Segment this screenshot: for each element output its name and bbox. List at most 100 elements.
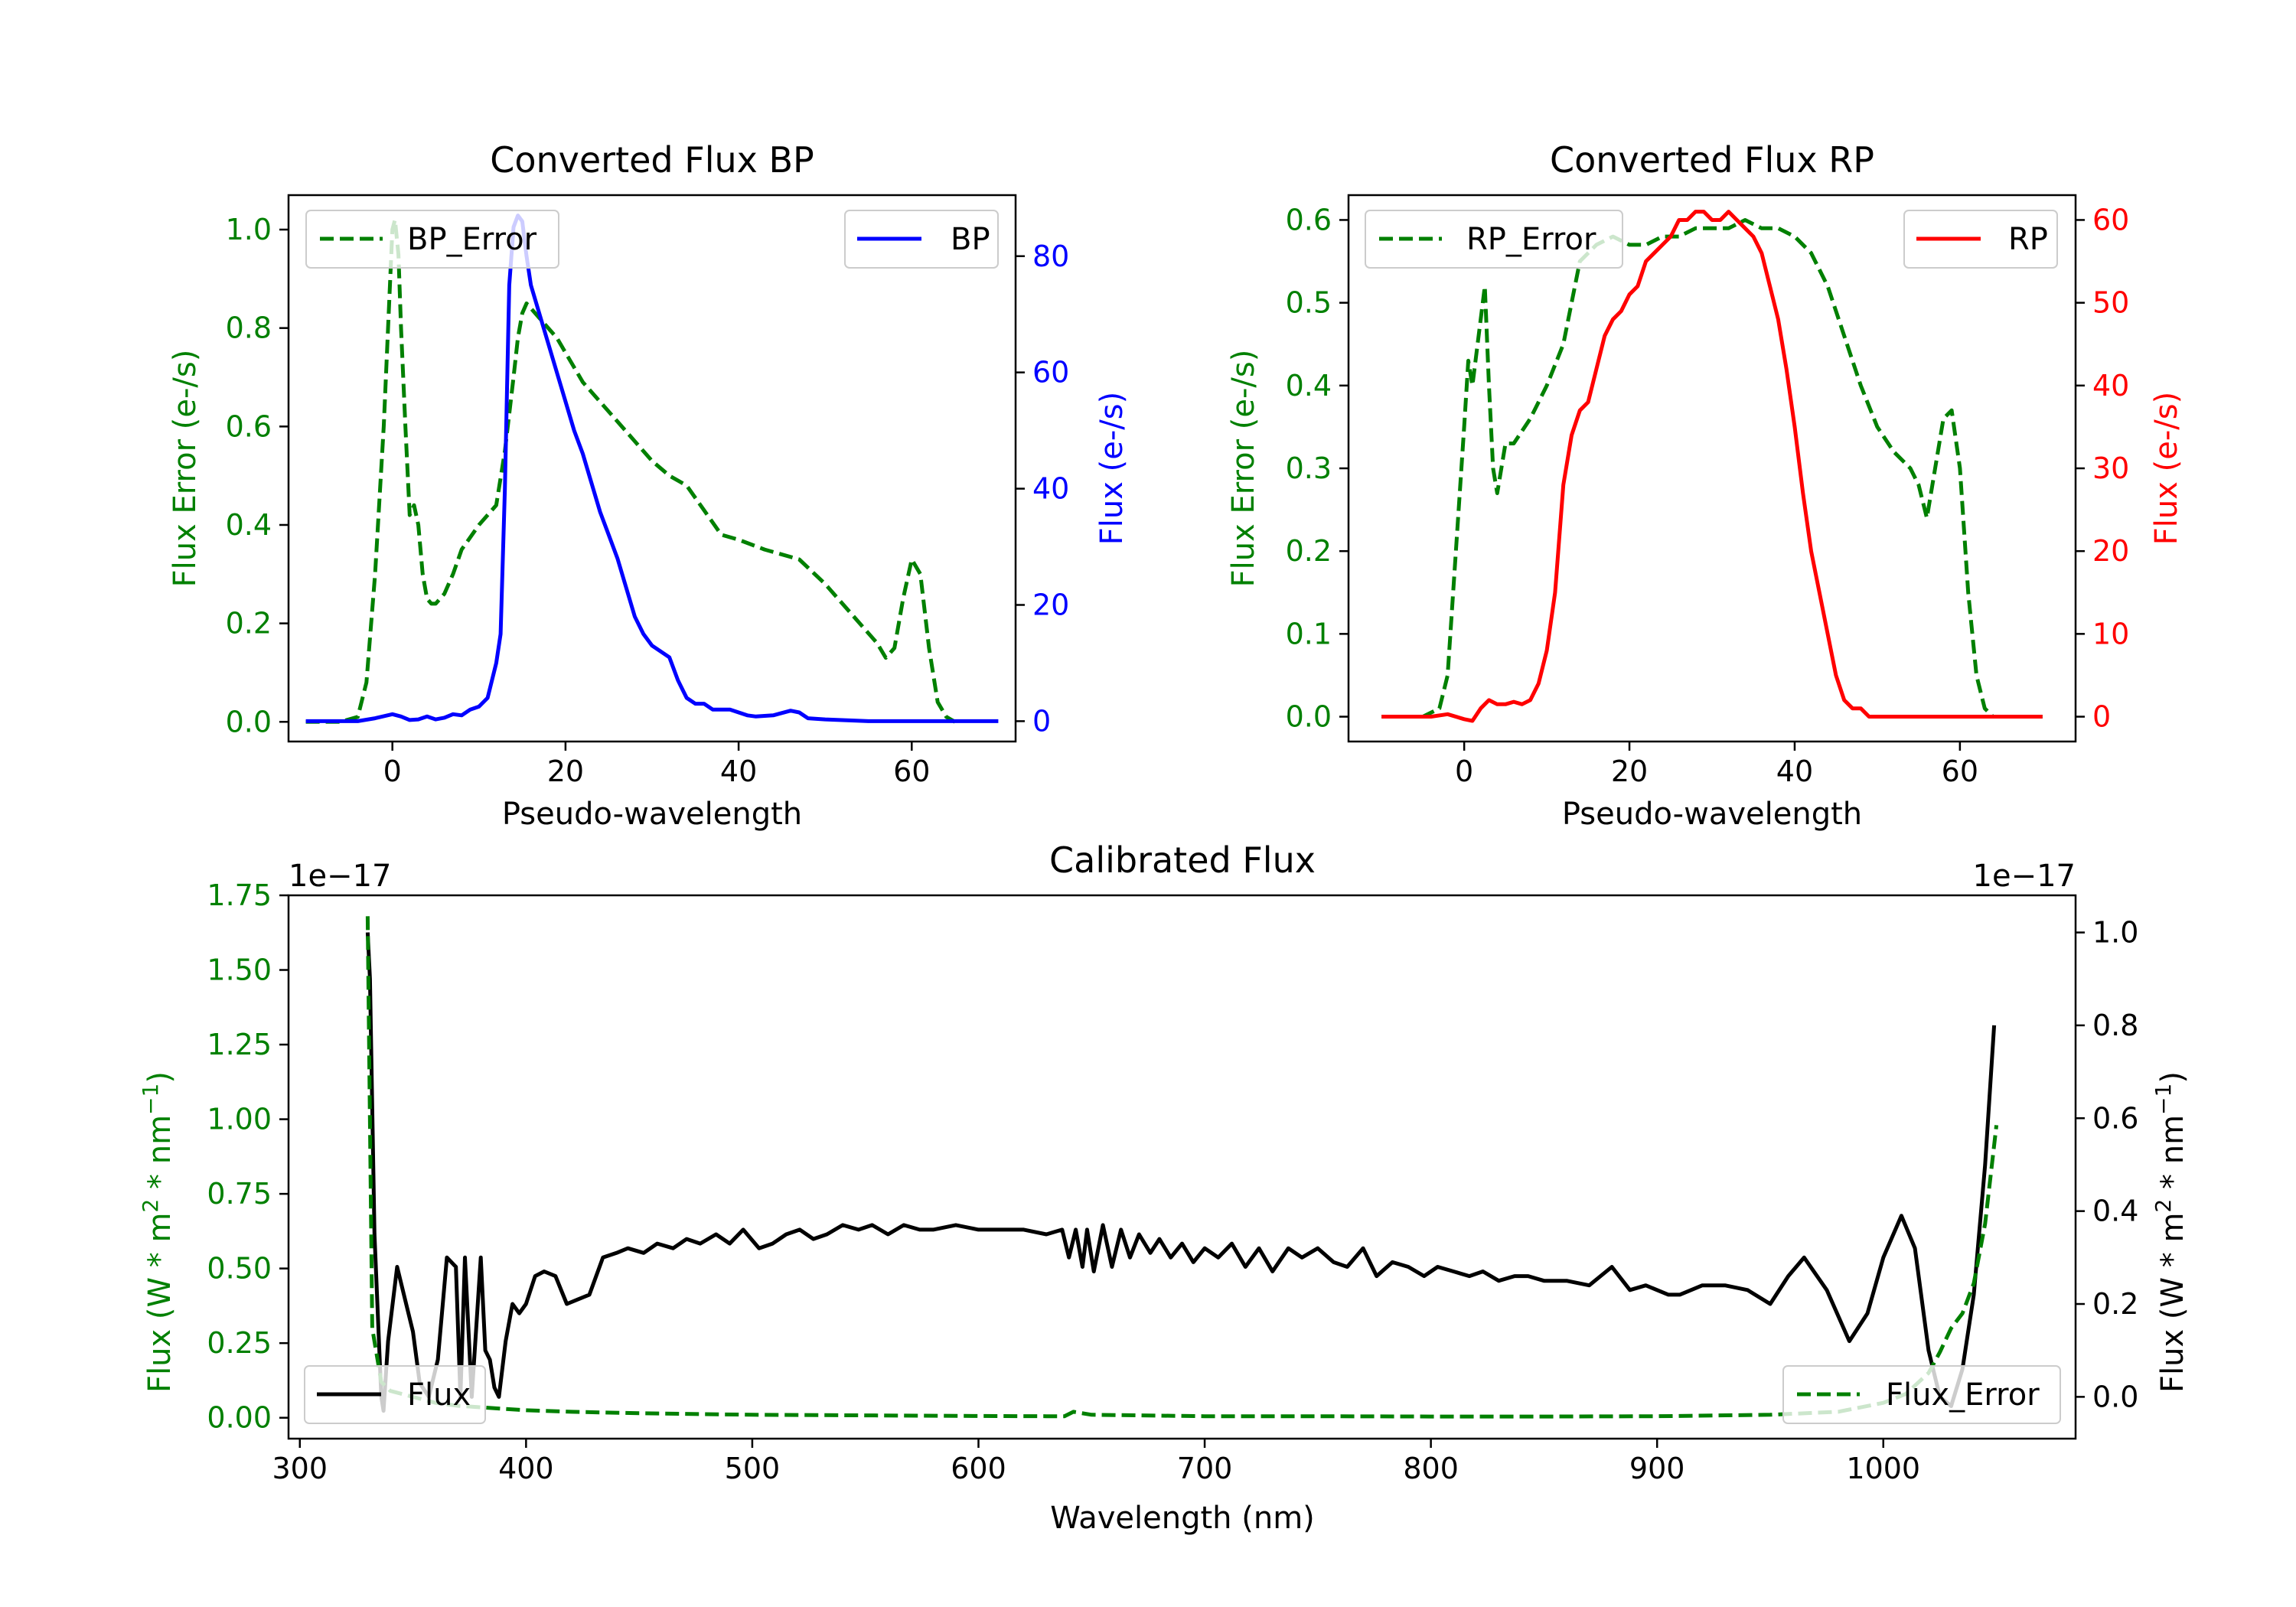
calibrated-ylabel-left-c: ) — [142, 1071, 178, 1084]
calibrated-legend-left-label: Flux — [407, 1377, 471, 1413]
calibrated-ytick-left-label: 0.75 — [207, 1177, 272, 1211]
calibrated-ytick-right-label: 0.4 — [2092, 1195, 2138, 1228]
calibrated-ytick-left-label: 1.00 — [207, 1103, 272, 1136]
bp-legend-right: BP — [844, 210, 999, 269]
bp-ytick-left-label: 0.6 — [226, 409, 272, 443]
calibrated-legend-left: Flux — [304, 1365, 486, 1424]
rp-ytick-left-label: 0.1 — [1286, 617, 1332, 650]
bp-xtick-label: 60 — [893, 755, 930, 788]
rp-xtick-label: 40 — [1776, 755, 1813, 788]
calibrated-xtick-label: 300 — [272, 1452, 328, 1485]
calibrated-ylabel-right: Flux (W * m2 * nm−1) — [2151, 1071, 2191, 1393]
calibrated-legend-right: Flux_Error — [1782, 1365, 2061, 1424]
calibrated-plot-frame — [287, 894, 2077, 1440]
calibrated-panel: Calibrated Flux Wavelength (nm) 1e−17 1e… — [138, 839, 2191, 1536]
bp-ticks-layer: 0 20 40 60 0.0 0.2 0.4 0.6 0.8 1.0 0 20 40 60 80 — [226, 213, 1070, 788]
rp-ytick-left-label: 0.6 — [1286, 203, 1332, 236]
calibrated-xtick-label: 1000 — [1846, 1452, 1920, 1485]
bp-xtick-label: 0 — [383, 755, 402, 788]
rp-ytick-left-label: 0.4 — [1286, 369, 1332, 403]
calibrated-ylabel-right-supm1: −1 — [2151, 1084, 2176, 1115]
bp-ytick-right-label: 20 — [1032, 588, 1069, 622]
bp-ytick-left-label: 1.0 — [226, 213, 272, 246]
bp-legend-left-label: BP_Error — [407, 222, 537, 257]
calibrated-ylabel-left: Flux (W * m2 * nm−1) — [138, 1071, 178, 1393]
bp-xtick-label: 20 — [547, 755, 584, 788]
rp-panel: Converted Flux RP Pseudo-wavelength Flux… — [1226, 139, 2184, 832]
calibrated-ytick-right-label: 0.0 — [2092, 1380, 2138, 1413]
rp-title: Converted Flux RP — [1550, 139, 1874, 181]
rp-ytick-left-label: 0.5 — [1286, 286, 1332, 320]
bp-ytick-left-label: 0.2 — [226, 607, 272, 641]
calibrated-ytick-right-label: 0.2 — [2092, 1287, 2138, 1321]
rp-legend-left-label: RP_Error — [1466, 222, 1596, 257]
rp-legend-right-label: RP — [2008, 222, 2048, 257]
calibrated-ylabel-right-sup2: 2 — [2151, 1199, 2176, 1213]
calibrated-ytick-left-label: 1.25 — [207, 1028, 272, 1061]
calibrated-ylabel-left-b: * nm — [142, 1115, 178, 1199]
rp-legend-left: RP_Error — [1365, 210, 1623, 269]
calibrated-legend-right-box — [1782, 1365, 2061, 1424]
bp-ylabel-right: Flux (e-/s) — [1094, 392, 1130, 545]
bp-series-bp-line — [305, 214, 999, 723]
rp-xtick-label: 60 — [1942, 755, 1978, 788]
bp-panel: Converted Flux BP Pseudo-wavelength Flux… — [168, 139, 1130, 832]
calibrated-ylabel-left-supm1: −1 — [138, 1084, 163, 1115]
calibrated-legend-left-box — [304, 1365, 486, 1424]
calibrated-ylabel-right-a: Flux (W * m — [2155, 1213, 2190, 1393]
rp-legend-left-box — [1365, 210, 1623, 269]
calibrated-xtick-label: 700 — [1177, 1452, 1233, 1485]
calibrated-ytick-right-label: 0.8 — [2092, 1009, 2138, 1042]
calibrated-ytick-left-label: 0.50 — [207, 1252, 272, 1286]
bp-legend-left: BP_Error — [305, 210, 559, 269]
bp-plot-frame — [287, 194, 1017, 743]
rp-legend-right: RP — [1903, 210, 2058, 269]
rp-ytick-right-label: 0 — [2092, 700, 2111, 734]
rp-xlabel: Pseudo-wavelength — [1562, 797, 1862, 832]
bp-legend-left-box — [305, 210, 559, 269]
rp-ytick-right-label: 40 — [2092, 369, 2129, 403]
bp-ytick-left-label: 0.0 — [226, 705, 272, 738]
bp-ytick-right-label: 60 — [1032, 356, 1069, 390]
rp-xtick-label: 0 — [1455, 755, 1473, 788]
calibrated-ytick-left-label: 1.50 — [207, 953, 272, 987]
rp-ylabel-right: Flux (e-/s) — [2149, 392, 2184, 545]
rp-ytick-left-label: 0.0 — [1286, 700, 1332, 734]
bp-ytick-right-label: 40 — [1032, 472, 1069, 506]
rp-ytick-left-label: 0.2 — [1286, 534, 1332, 568]
calibrated-ticks-layer: 300 400 500 600 700 800 900 1000 0.00 0.25 0.50 0.7… — [207, 878, 2138, 1485]
bp-series-bp-error-line — [305, 217, 957, 724]
calibrated-ylabel-right-b: * nm — [2155, 1115, 2190, 1199]
rp-ticks-layer: 0 20 40 60 0.0 0.1 0.2 0.3 0.4 0.5 0.6 0 10 20 30 40 50 6… — [1286, 203, 2130, 788]
bp-ytick-right-label: 0 — [1032, 704, 1051, 738]
calibrated-xtick-label: 800 — [1403, 1452, 1459, 1485]
calibrated-ytick-right-label: 0.6 — [2092, 1101, 2138, 1135]
calibrated-xtick-label: 600 — [951, 1452, 1006, 1485]
bp-xtick-label: 40 — [720, 755, 757, 788]
bp-series-layer — [305, 214, 999, 724]
calibrated-xtick-label: 400 — [498, 1452, 554, 1485]
calibrated-legend-right-label: Flux_Error — [1886, 1377, 2040, 1413]
rp-ytick-right-label: 50 — [2092, 286, 2129, 320]
calibrated-ytick-left-label: 1.75 — [207, 878, 272, 912]
rp-ylabel-left: Flux Error (e-/s) — [1226, 350, 1261, 588]
rp-series-rp-error-line — [1381, 218, 2043, 719]
bp-ytick-right-label: 80 — [1032, 240, 1069, 273]
bp-ytick-left-label: 0.4 — [226, 508, 272, 542]
calibrated-ytick-left-label: 0.25 — [207, 1326, 272, 1360]
calibrated-series-flux-line — [365, 932, 1997, 1413]
calibrated-title: Calibrated Flux — [1049, 839, 1316, 881]
calibrated-offset-left: 1e−17 — [289, 859, 391, 894]
calibrated-ytick-left-label: 0.00 — [207, 1401, 272, 1435]
rp-ytick-right-label: 20 — [2092, 534, 2129, 568]
rp-ytick-right-label: 30 — [2092, 451, 2129, 485]
calibrated-ylabel-left-sup2: 2 — [138, 1199, 163, 1213]
calibrated-xlabel: Wavelength (nm) — [1050, 1501, 1315, 1536]
rp-xtick-label: 20 — [1611, 755, 1648, 788]
bp-xlabel: Pseudo-wavelength — [502, 797, 802, 832]
calibrated-ylabel-left-a: Flux (W * m — [142, 1213, 178, 1393]
bp-title: Converted Flux BP — [490, 139, 814, 181]
rp-series-rp-line — [1381, 210, 2043, 723]
calibrated-ylabel-right-c: ) — [2155, 1071, 2190, 1084]
